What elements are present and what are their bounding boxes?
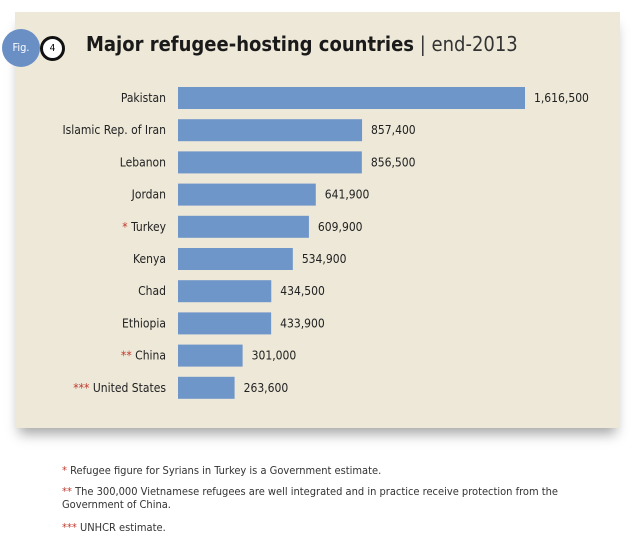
category-label: ** China [121, 349, 166, 363]
category-label: Lebanon [120, 155, 166, 169]
bar-pakistan [178, 87, 525, 109]
category-label: Chad [138, 284, 166, 298]
category-label: Jordan [131, 188, 166, 202]
chart-title: Major refugee-hosting countries | end-20… [86, 32, 518, 56]
footnote-text: UNHCR estimate. [80, 521, 166, 534]
category-label: *** United States [73, 381, 166, 395]
category-label: Kenya [133, 252, 166, 266]
footnote-text: The 300,000 Vietnamese refugees are well… [62, 485, 558, 511]
value-label: 433,900 [280, 316, 325, 330]
bar-turkey [178, 215, 309, 238]
value-label: 534,900 [302, 252, 347, 266]
footnote-marker: * [62, 464, 67, 477]
title-separator: | [419, 32, 426, 56]
bar-lebanon [178, 151, 362, 174]
value-label: 609,900 [318, 220, 363, 234]
footnote-2: ** The 300,000 Vietnamese refugees are w… [62, 485, 582, 511]
footnote-text: Refugee figure for Syrians in Turkey is … [70, 464, 382, 477]
title-subtitle: end-2013 [431, 32, 518, 56]
value-label: 1,616,500 [534, 91, 589, 105]
category-label: Pakistan [121, 91, 166, 105]
footnote-1: * Refugee figure for Syrians in Turkey i… [62, 464, 582, 477]
footnote-marker: ** [62, 485, 72, 498]
value-label: 856,500 [371, 155, 416, 169]
bar-ethiopia [178, 312, 272, 335]
footnote-3: *** UNHCR estimate. [62, 521, 582, 534]
title-main: Major refugee-hosting countries [86, 32, 415, 56]
bar-kenya [178, 248, 293, 270]
value-label: 301,000 [252, 349, 297, 363]
bar-united-states [178, 376, 235, 399]
figure-badge: Fig. [2, 29, 40, 67]
value-label: 434,500 [280, 284, 325, 298]
category-label: Ethiopia [122, 316, 166, 330]
value-label: 263,600 [244, 381, 289, 395]
bar-jordan [178, 183, 316, 206]
figure-number: 4 [40, 36, 65, 61]
footnote-marker: *** [62, 521, 77, 534]
chart-panel [15, 12, 620, 428]
category-label: Islamic Rep. of Iran [62, 123, 166, 137]
bar-chad [178, 280, 272, 303]
bar-china [178, 344, 243, 367]
bar-islamic-rep-of-iran [178, 119, 363, 142]
value-label: 641,900 [325, 188, 370, 202]
value-label: 857,400 [371, 123, 416, 137]
category-label: * Turkey [122, 220, 166, 234]
